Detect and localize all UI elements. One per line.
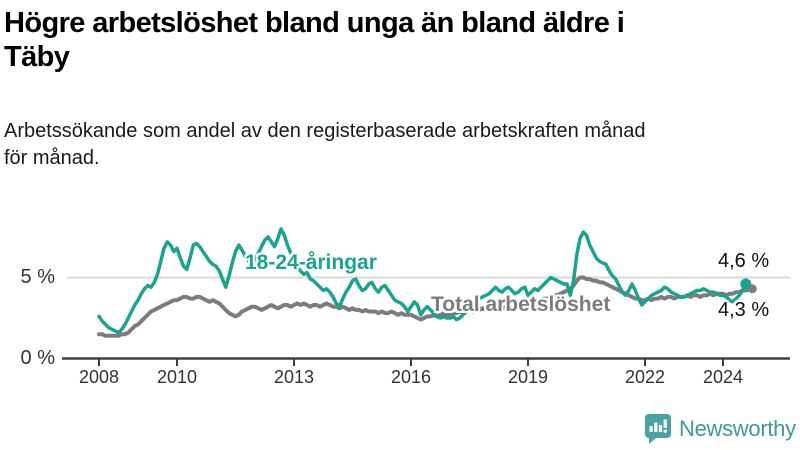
y-tick-label-0: 0 % xyxy=(20,347,55,369)
series-lines xyxy=(97,227,755,338)
series-label-youth: 18-24-åringar xyxy=(245,251,377,274)
bar-chart-speech-bubble-icon xyxy=(645,414,671,444)
x-tick-label-2013: 2013 xyxy=(273,367,315,387)
series-line-youth xyxy=(97,227,748,335)
x-axis-ticks xyxy=(98,358,724,366)
end-value-label-youth: 4,6 % xyxy=(718,250,770,272)
chart-subtitle: Arbetssökande som andel av den registerb… xyxy=(4,120,646,142)
x-tick-label-2022: 2022 xyxy=(624,367,666,387)
x-tick-label-2019: 2019 xyxy=(507,367,549,387)
series-end-dots xyxy=(740,278,757,294)
newsworthy-logo: Newsworthy xyxy=(644,413,796,445)
brand-name: Newsworthy xyxy=(679,416,796,441)
chart-subtitle-line2: för månad. xyxy=(4,147,100,169)
series-line-total xyxy=(97,275,755,338)
end-value-label-total: 4,3 % xyxy=(718,299,770,321)
page-title-line2: Täby xyxy=(4,41,70,73)
x-tick-label-2016: 2016 xyxy=(390,367,432,387)
y-tick-label-5: 5 % xyxy=(20,266,55,288)
x-tick-label-2010: 2010 xyxy=(156,367,198,387)
series-label-total: Total arbetslöshet xyxy=(431,293,611,316)
x-tick-label-2024: 2024 xyxy=(702,367,744,387)
end-dot-youth xyxy=(740,278,752,290)
x-tick-label-2008: 2008 xyxy=(78,367,120,387)
page-title: Högre arbetslöshet bland unga än bland ä… xyxy=(4,7,625,39)
